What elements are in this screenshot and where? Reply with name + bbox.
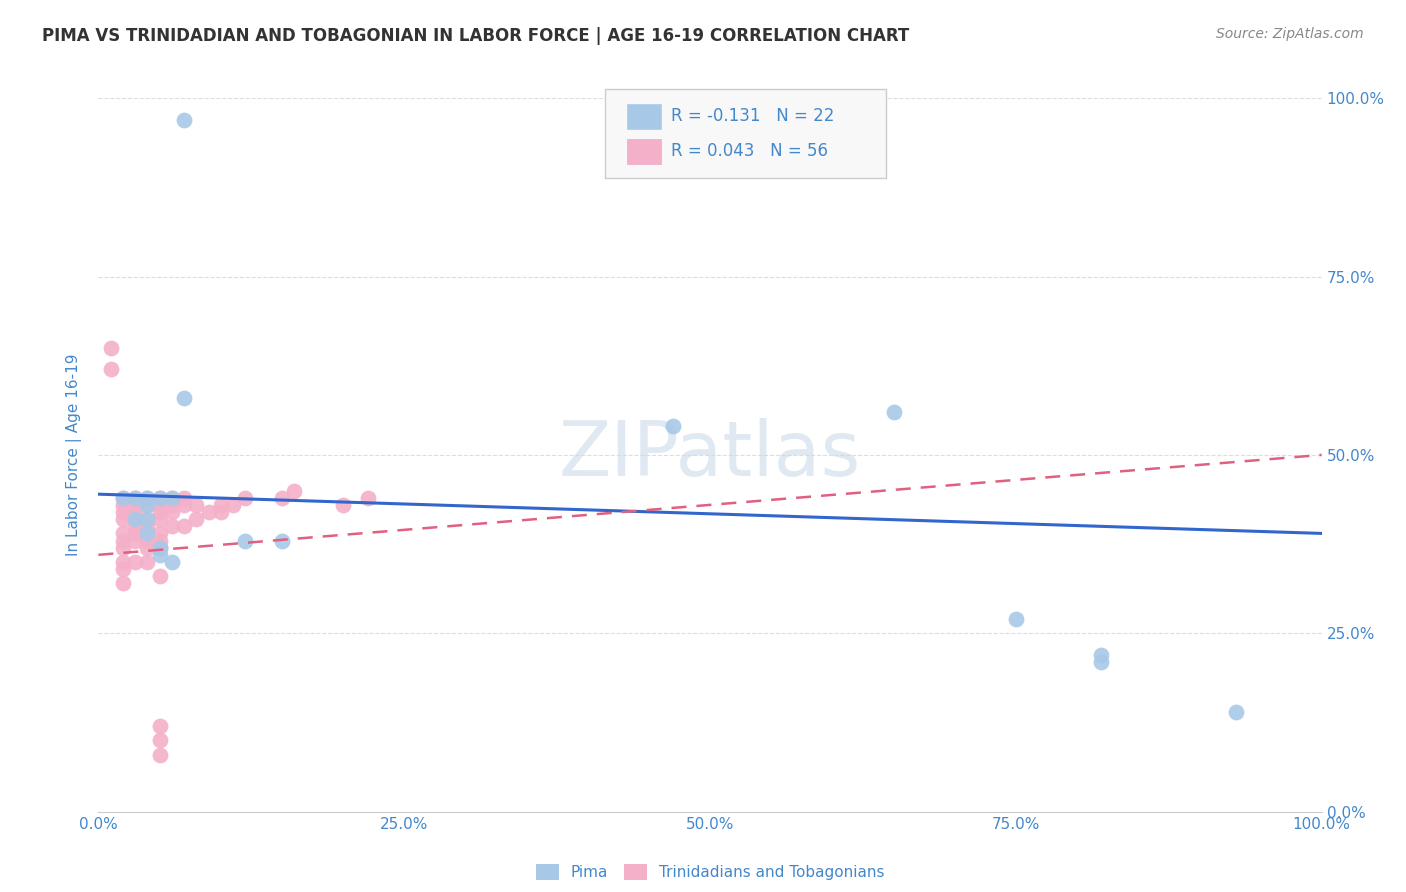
Point xyxy=(136,512,159,526)
Point xyxy=(136,533,159,548)
Point xyxy=(149,548,172,562)
Point xyxy=(160,519,183,533)
Point xyxy=(136,491,159,505)
Point xyxy=(149,526,172,541)
Point xyxy=(1090,648,1112,662)
Y-axis label: In Labor Force | Age 16-19: In Labor Force | Age 16-19 xyxy=(66,353,83,557)
Point xyxy=(332,498,354,512)
Point xyxy=(124,491,146,505)
Point xyxy=(111,491,134,505)
Point xyxy=(111,562,134,576)
Point xyxy=(100,362,122,376)
Text: PIMA VS TRINIDADIAN AND TOBAGONIAN IN LABOR FORCE | AGE 16-19 CORRELATION CHART: PIMA VS TRINIDADIAN AND TOBAGONIAN IN LA… xyxy=(42,27,910,45)
Point xyxy=(124,512,146,526)
Legend: Pima, Trinidadians and Tobagonians: Pima, Trinidadians and Tobagonians xyxy=(530,858,890,886)
Point xyxy=(136,491,159,505)
Point xyxy=(136,512,159,526)
Point xyxy=(100,341,122,355)
Point xyxy=(149,719,172,733)
Point xyxy=(136,541,159,555)
Point xyxy=(111,491,134,505)
Point xyxy=(270,533,294,548)
Point xyxy=(173,491,195,505)
Point xyxy=(160,498,183,512)
Point xyxy=(149,491,172,505)
Point xyxy=(160,555,183,569)
Point xyxy=(111,533,134,548)
Point xyxy=(149,533,172,548)
Point xyxy=(209,505,232,519)
Point xyxy=(111,541,134,555)
Point xyxy=(270,491,294,505)
Point xyxy=(111,498,134,512)
Point xyxy=(173,519,195,533)
Point xyxy=(149,498,172,512)
Point xyxy=(124,498,146,512)
Point xyxy=(233,491,256,505)
Point xyxy=(136,498,159,512)
Point xyxy=(149,541,172,555)
Point xyxy=(124,555,146,569)
Point xyxy=(136,498,159,512)
Point xyxy=(209,498,232,512)
Point xyxy=(160,491,183,505)
Point xyxy=(124,519,146,533)
Point xyxy=(136,555,159,569)
Point xyxy=(149,491,172,505)
Point xyxy=(111,555,134,569)
Point xyxy=(222,498,245,512)
Point xyxy=(233,533,256,548)
Point xyxy=(160,491,183,505)
Point xyxy=(1004,612,1026,626)
Point xyxy=(124,491,146,505)
Point xyxy=(136,519,159,533)
Point xyxy=(149,512,172,526)
Point xyxy=(124,526,146,541)
Point xyxy=(197,505,219,519)
Text: Source: ZipAtlas.com: Source: ZipAtlas.com xyxy=(1216,27,1364,41)
Point xyxy=(136,526,159,541)
Point xyxy=(173,391,195,405)
Text: R = 0.043   N = 56: R = 0.043 N = 56 xyxy=(671,143,828,161)
Point xyxy=(283,483,305,498)
Text: R = -0.131   N = 22: R = -0.131 N = 22 xyxy=(671,107,834,125)
Point xyxy=(1090,655,1112,669)
Point xyxy=(149,541,172,555)
Point xyxy=(111,576,134,591)
Point xyxy=(124,533,146,548)
Point xyxy=(111,505,134,519)
Point xyxy=(1225,705,1247,719)
Text: ZIPatlas: ZIPatlas xyxy=(558,418,862,491)
Point xyxy=(173,498,195,512)
Point xyxy=(662,419,685,434)
Point xyxy=(149,733,172,747)
Point xyxy=(186,512,208,526)
Point xyxy=(149,569,172,583)
Point xyxy=(173,112,195,127)
Point xyxy=(111,526,134,541)
Point xyxy=(124,505,146,519)
Point xyxy=(149,747,172,762)
Point xyxy=(111,512,134,526)
Point xyxy=(124,512,146,526)
Point xyxy=(883,405,905,419)
Point xyxy=(356,491,378,505)
Point xyxy=(186,498,208,512)
Point xyxy=(149,505,172,519)
Point xyxy=(160,505,183,519)
